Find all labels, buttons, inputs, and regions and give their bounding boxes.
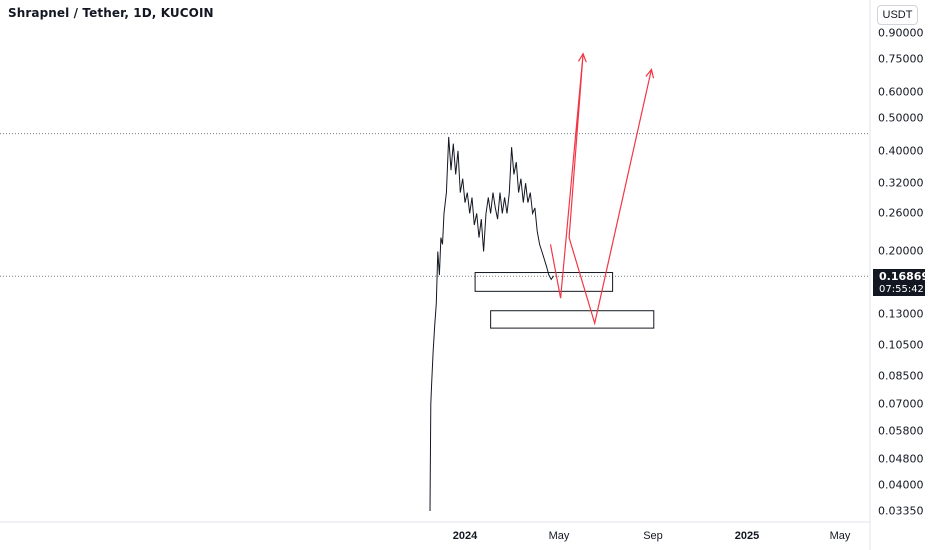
last-price-value: 0.16869 [879,270,930,283]
projection-path [549,52,655,326]
price-tick-label: 0.03350 [878,504,924,518]
time-tick-label: 2024 [452,530,478,542]
price-tick-label: 0.05800 [878,424,924,438]
time-tick-label: Sep [643,530,663,542]
time-tick-label: 2025 [734,530,760,542]
currency-button[interactable]: USDT [877,5,918,25]
projection-line[interactable] [549,53,652,326]
price-line [429,136,555,512]
price-tick-label: 0.08500 [878,369,924,383]
price-tick-label: 0.26000 [878,206,924,220]
price-tick-label: 0.10500 [878,338,924,352]
zone-rectangle[interactable] [474,272,614,292]
bar-countdown: 07:55:42 [879,284,924,295]
rectangle-zones [474,272,655,329]
arrowhead [577,52,587,63]
symbol-title[interactable]: Shrapnel / Tether, 1D, KUCOIN [8,6,214,20]
price-tick-label: 0.13000 [878,307,924,321]
price-series [429,136,555,512]
price-tick-label: 0.04000 [878,478,924,492]
price-tick-label: 0.50000 [878,111,924,125]
horizontal-lines [0,133,870,277]
price-tick-label: 0.90000 [878,26,924,40]
price-tick-label: 0.20000 [878,244,924,258]
price-tick-label: 0.32000 [878,176,924,190]
arrowhead [645,68,655,79]
price-tick-label: 0.75000 [878,52,924,66]
time-tick-label: May [829,530,851,542]
price-tick-label: 0.60000 [878,85,924,99]
zone-rectangle[interactable] [490,310,655,329]
price-tick-label: 0.40000 [878,144,924,158]
last-price-badge: 0.16869 07:55:42 [873,269,930,296]
price-tick-label: 0.04800 [878,452,924,466]
time-tick-label: May [548,530,570,542]
price-tick-label: 0.07000 [878,397,924,411]
